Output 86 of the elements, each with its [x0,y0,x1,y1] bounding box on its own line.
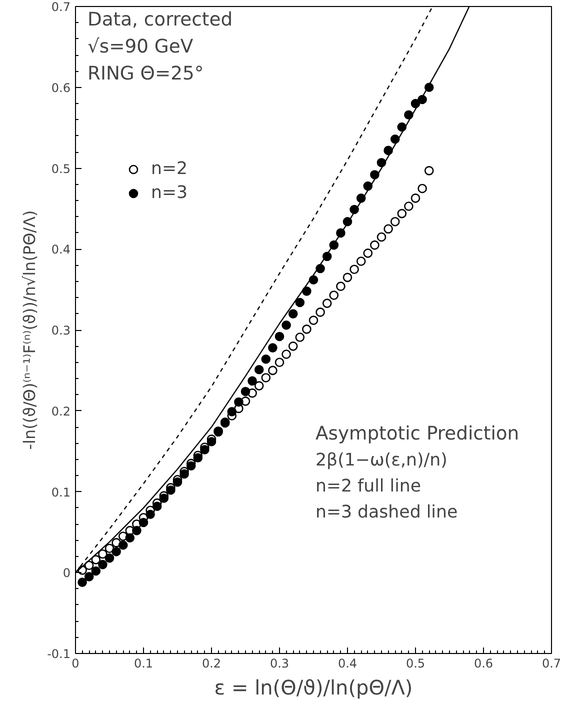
point [418,184,427,194]
y-tick-label: 0.5 [51,162,71,176]
point [302,324,312,334]
y-tick-label: 0.4 [51,242,71,257]
point [295,332,305,342]
point [193,453,203,462]
point [390,216,400,226]
x-axis-title: ε = ln(Θ/ϑ)/ln(pΘ/Λ) [214,676,413,700]
point [384,224,393,234]
point [112,546,121,556]
point [104,553,114,563]
point [363,248,373,258]
point [172,477,182,487]
point [240,386,250,396]
annotation: √s=90 GeV [88,36,194,58]
y-tick-label: 0.2 [51,404,71,418]
point [295,298,305,308]
annotation: 2β(1−ω(ε,n)/n) [316,450,448,470]
point [282,350,291,359]
point [342,272,352,282]
point [316,308,325,317]
point [98,560,108,570]
point [261,373,271,382]
y-tick-label: -0.1 [47,647,71,661]
y-tick-label: 0.3 [51,324,71,338]
point [254,381,264,390]
point [288,309,298,318]
x-tick-label: 0.3 [270,656,290,670]
point [274,332,284,342]
point [180,469,189,479]
point [350,264,359,274]
point [268,343,278,352]
point [397,208,407,218]
x-tick-label: 0 [72,656,80,670]
point [288,342,298,351]
point [166,485,176,495]
point [302,286,312,296]
point [132,526,142,536]
point [186,461,196,471]
point [146,510,155,520]
point [404,202,414,211]
annotation: Data, corrected [88,10,233,30]
x-tick-label: 0.4 [338,656,358,670]
point [227,407,237,416]
point [152,502,162,511]
point [84,572,94,582]
point [322,298,332,308]
point [308,316,318,325]
point [376,232,386,242]
point [424,166,434,176]
annotation: Asymptotic Prediction [316,424,520,444]
point [125,533,135,542]
y-tick-label: 0.6 [51,80,71,95]
x-tick-label: 0.6 [474,656,494,670]
point [282,320,291,330]
legend-label: n=3 [151,183,188,203]
annotation: n=3 dashed line [316,502,458,522]
x-tick-label: 0.2 [202,656,222,670]
y-axis-title: -ln((ϑ/Θ)⁽ⁿ⁻¹⁾F⁽ⁿ⁾(ϑ))/n√ln(PΘ/Λ) [20,210,40,450]
y-tick-label: 0.7 [51,0,71,14]
point [356,256,366,266]
annotation: n=2 full line [316,476,422,496]
point [118,540,128,550]
point [370,240,380,250]
point [138,518,148,528]
y-tick-label: 0 [62,566,71,580]
point [248,376,257,386]
point [234,397,244,407]
point [274,358,284,367]
point [261,354,271,364]
point [200,445,210,454]
x-tick-label: 0.7 [542,656,562,670]
y-tick-label: 0.1 [51,485,71,500]
x-tick-label: 0.1 [134,656,154,670]
point [268,366,278,376]
point [329,290,339,300]
point [206,436,216,446]
point [91,566,101,576]
x-tick-label: 0.5 [406,656,426,670]
point [159,494,169,503]
point [78,578,87,587]
point [410,194,420,203]
point [254,364,264,374]
legend-label: n=2 [151,159,188,179]
point [336,282,346,291]
annotation: RING Θ=25° [88,64,204,84]
